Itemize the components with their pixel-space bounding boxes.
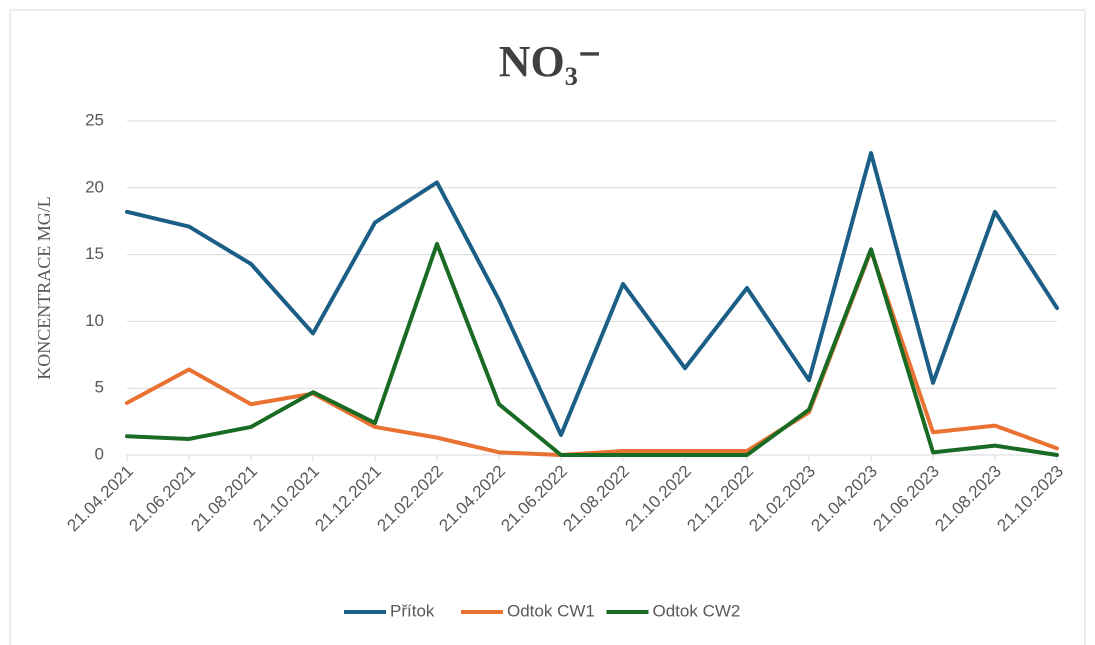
legend-label: Přítok [390, 601, 435, 620]
y-axis-label: KONCENTRACE MG/L [34, 196, 54, 380]
y-tick-label: 25 [85, 110, 104, 129]
y-tick-label: 15 [85, 244, 104, 263]
y-tick-label: 0 [95, 444, 104, 463]
series-line [125, 151, 1059, 437]
chart-border [9, 9, 1086, 645]
y-tick-label: 10 [85, 311, 104, 330]
series-line [125, 241, 1059, 457]
series-line [125, 248, 1059, 457]
legend-label: Odtok CW1 [507, 601, 595, 620]
y-tick-label: 5 [95, 378, 104, 397]
y-tick-label: 20 [85, 177, 104, 196]
legend-label: Odtok CW2 [653, 601, 741, 620]
chart-title: NO₃⁻ [499, 37, 601, 86]
